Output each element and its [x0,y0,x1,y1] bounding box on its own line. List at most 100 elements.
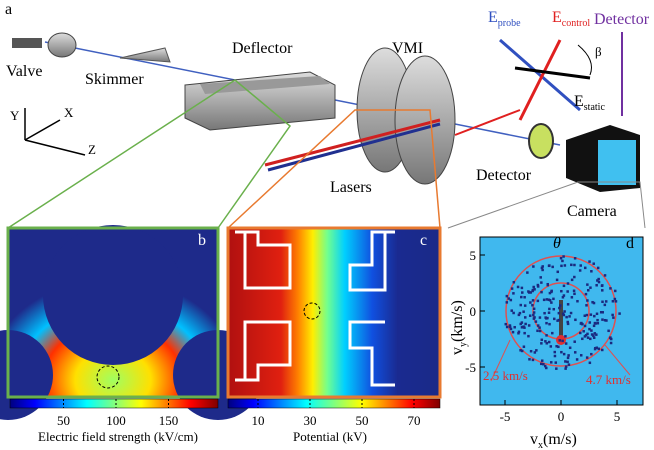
hit [506,301,509,304]
hit [567,357,570,360]
label: Skimmer [85,71,144,88]
hit [607,330,610,333]
hit [546,298,549,301]
hit [601,284,604,287]
hit [589,362,592,365]
hit [587,289,590,292]
hit [584,267,587,270]
hit [605,300,608,303]
hit [553,318,556,321]
hit [592,335,595,338]
hit [531,304,534,307]
hit [573,293,576,296]
hit [548,311,551,314]
hit [560,257,563,260]
y-tick-label: 5 [470,248,477,263]
hit [580,322,583,325]
hit [562,255,565,258]
hit [523,345,526,348]
hit [556,279,559,282]
hit [521,287,524,290]
hit [543,299,546,302]
hit [559,304,562,307]
hit [586,333,589,336]
panel-label: b [198,232,206,249]
hit [586,356,589,359]
hit [593,315,596,318]
hit [586,299,589,302]
hit [521,326,524,329]
label: VMI [392,40,423,57]
hit [534,351,537,354]
hit [535,320,538,323]
hit [580,354,583,357]
hit [506,326,509,329]
label: Valve [6,63,42,80]
hit [517,332,520,335]
hit [592,262,595,265]
hit [560,265,563,268]
e-probe: Eprobe [488,9,521,29]
hit [540,363,543,366]
hit [560,290,563,293]
hit [595,284,598,287]
hit [520,304,523,307]
hit [545,322,548,325]
hit [579,332,582,335]
hit [541,359,544,362]
hit [586,314,589,317]
unit: (km/s) [449,300,466,342]
hit [563,353,566,356]
tick-label: 10 [252,413,265,428]
hit [512,312,515,315]
hit [585,293,588,296]
hit [601,318,604,321]
axis-label: X [64,105,74,120]
hit [596,279,599,282]
hit [529,301,532,304]
v: v [449,347,466,355]
hit [585,304,588,307]
hit [509,324,512,327]
hit [539,276,542,279]
hit [609,287,612,290]
hit [589,338,592,341]
hit [527,335,530,338]
hit [551,266,554,269]
hit [579,264,582,267]
hit [574,351,577,354]
hit [597,322,600,325]
hit [568,315,571,318]
hit [511,287,514,290]
hit [589,321,592,324]
hit [561,340,564,343]
hit [536,330,539,333]
hit [573,340,576,343]
hit [558,312,561,315]
hit [539,316,542,319]
hit [589,286,592,289]
sub: control [562,18,591,29]
hit [512,292,515,295]
hit [601,301,604,304]
hit [571,279,574,282]
hit [537,300,540,303]
tick-label: 50 [57,413,70,428]
hit [590,329,593,332]
label: Detector [594,11,650,28]
hit [552,298,555,301]
tick-label: 50 [356,413,369,428]
hit [540,281,543,284]
hit [596,313,599,316]
hit [555,345,558,348]
hit [564,264,567,267]
angle: θ [553,235,561,252]
hit [541,267,544,270]
hit [584,325,587,328]
hit [521,350,524,353]
x-axis-label: vx(m/s) [530,431,577,450]
setup-drawing [8,32,645,228]
tick-label: 100 [106,413,126,428]
hit [558,307,561,310]
hit [567,303,570,306]
